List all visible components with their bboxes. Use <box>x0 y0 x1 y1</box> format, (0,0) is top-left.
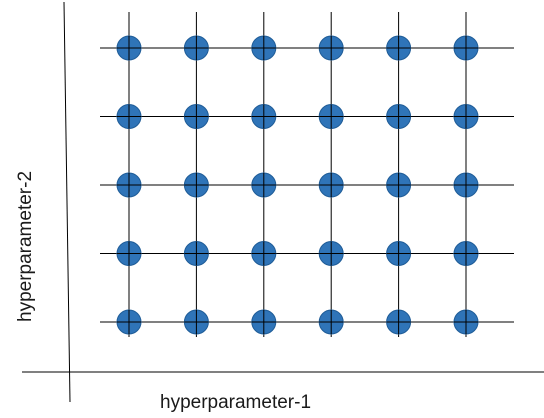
grid-points <box>116 35 479 335</box>
grid-point <box>116 309 142 335</box>
grid-point <box>183 172 209 198</box>
grid-point <box>318 241 344 266</box>
grid-point <box>318 309 344 335</box>
grid-point <box>116 241 142 266</box>
grid-point <box>116 172 142 198</box>
grid-point <box>453 309 479 335</box>
grid-point <box>386 309 412 335</box>
grid-point <box>318 35 344 61</box>
grid-point <box>318 104 344 129</box>
grid-point <box>386 172 412 198</box>
grid-point <box>251 104 277 129</box>
grid-point <box>116 104 142 129</box>
x-axis-label: hyperparameter-1 <box>160 392 311 413</box>
y-axis-line <box>63 1 71 403</box>
grid-point <box>453 104 479 129</box>
grid-point <box>183 35 209 61</box>
grid-point <box>183 241 209 266</box>
grid-point <box>251 309 277 335</box>
grid-point <box>386 104 412 129</box>
grid-point <box>453 35 479 61</box>
grid-point <box>453 241 479 266</box>
grid-point <box>116 35 142 61</box>
grid-point <box>251 172 277 198</box>
grid-point <box>386 241 412 266</box>
y-axis-label: hyperparameter-2 <box>15 171 36 322</box>
grid-lines <box>100 12 514 337</box>
grid-point <box>386 35 412 61</box>
grid-point <box>453 172 479 198</box>
grid-point <box>251 241 277 266</box>
grid-point <box>183 309 209 335</box>
grid-point <box>251 35 277 61</box>
grid-point <box>183 104 209 129</box>
grid-point <box>318 172 344 198</box>
